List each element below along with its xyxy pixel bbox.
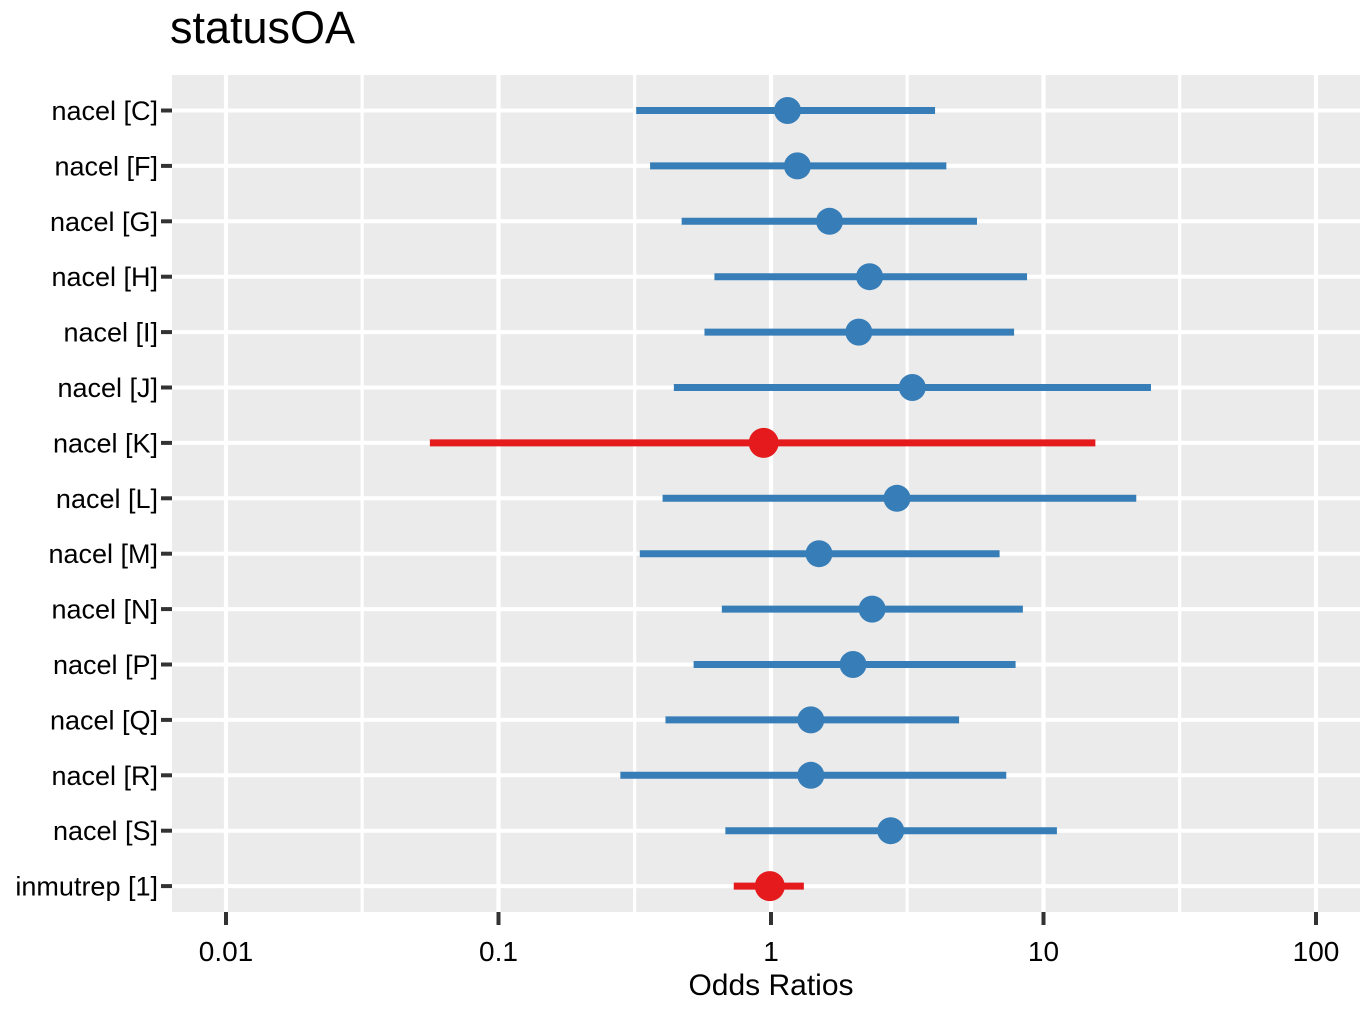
or-point bbox=[805, 540, 833, 568]
or-point bbox=[839, 651, 867, 678]
or-point bbox=[783, 152, 811, 180]
y-category-label: nacel [P] bbox=[53, 650, 158, 680]
y-category-label: inmutrep [1] bbox=[15, 872, 158, 902]
y-category-label: nacel [R] bbox=[51, 761, 158, 791]
x-tick-label: 0.1 bbox=[479, 936, 518, 967]
y-category-label: nacel [L] bbox=[56, 484, 158, 514]
or-point bbox=[898, 374, 926, 401]
plot-panel bbox=[172, 75, 1360, 912]
or-point bbox=[797, 761, 825, 789]
or-point bbox=[748, 427, 779, 458]
y-category-label: nacel [H] bbox=[51, 262, 158, 292]
plot-title: statusOA bbox=[170, 2, 356, 53]
x-tick-label: 10 bbox=[1028, 936, 1059, 967]
chart-root: 0.01 0.1 1 10 100 nacel [C] nacel [F] nacel [G]… bbox=[15, 75, 1360, 967]
x-tick-label: 1 bbox=[763, 936, 779, 967]
y-category-label: nacel [F] bbox=[54, 151, 158, 181]
or-point bbox=[858, 595, 886, 623]
or-point bbox=[845, 318, 873, 346]
y-category-label: nacel [N] bbox=[51, 595, 158, 625]
or-point bbox=[797, 706, 825, 734]
y-category-label: nacel [I] bbox=[63, 318, 158, 348]
x-tick-label: 0.01 bbox=[199, 936, 254, 967]
y-category-label: nacel [G] bbox=[50, 207, 158, 237]
or-point bbox=[774, 97, 802, 124]
y-category-label: nacel [J] bbox=[57, 373, 158, 403]
or-point bbox=[877, 817, 905, 845]
y-category-label: nacel [C] bbox=[51, 96, 158, 126]
or-point bbox=[816, 207, 844, 235]
x-tick-label: 100 bbox=[1293, 936, 1340, 967]
y-category-label: nacel [M] bbox=[48, 539, 158, 569]
or-point bbox=[883, 484, 911, 512]
or-point bbox=[856, 263, 884, 291]
y-category-label: nacel [Q] bbox=[50, 705, 158, 735]
y-category-label: nacel [K] bbox=[53, 428, 158, 458]
x-axis-title: Odds Ratios bbox=[688, 969, 853, 1002]
or-point bbox=[754, 871, 785, 902]
y-category-label: nacel [S] bbox=[53, 816, 158, 846]
